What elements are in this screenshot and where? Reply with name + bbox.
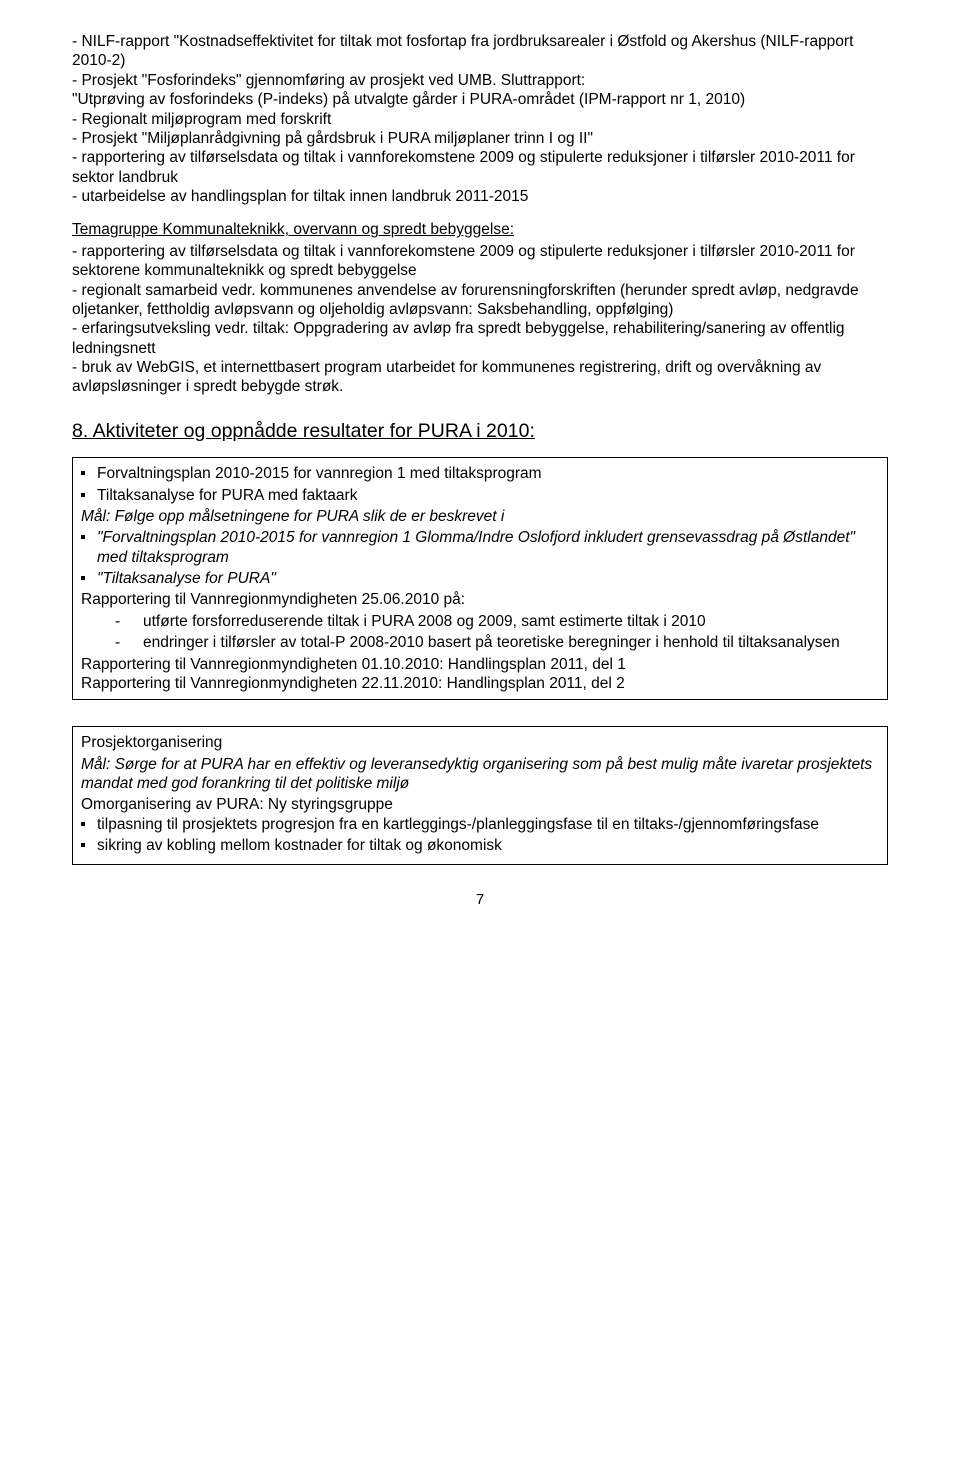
dash-item: utførte forsforreduserende tiltak i PURA…: [115, 612, 879, 631]
text-line: - rapportering av tilførselsdata og tilt…: [72, 148, 888, 187]
box-title: Prosjektorganisering: [81, 733, 879, 752]
report-entry: Rapportering til Vannregionmyndigheten 0…: [81, 655, 879, 674]
document-page: - NILF-rapport "Kostnadseffektivitet for…: [0, 0, 960, 949]
report-entry: Rapportering til Vannregionmyndigheten 2…: [81, 674, 879, 693]
text-line: - erfaringsutveksling vedr. tiltak: Oppg…: [72, 319, 888, 358]
bullet-item: sikring av kobling mellom kostnader for …: [81, 836, 879, 855]
top-paragraph: - NILF-rapport "Kostnadseffektivitet for…: [72, 32, 888, 206]
box1-goal-bullets: "Forvaltningsplan 2010-2015 for vannregi…: [81, 528, 879, 588]
text-line: - bruk av WebGIS, et internettbasert pro…: [72, 358, 888, 397]
box2-bullets: tilpasning til prosjektets progresjon fr…: [81, 815, 879, 856]
report-line: Rapportering til Vannregionmyndigheten 2…: [81, 590, 879, 609]
bullet-item: "Forvaltningsplan 2010-2015 for vannregi…: [81, 528, 879, 567]
goal-line: Mål: Følge opp målsetningene for PURA sl…: [81, 507, 879, 526]
bullet-item: "Tiltaksanalyse for PURA": [81, 569, 879, 588]
text-line: - Prosjekt "Miljøplanrådgivning på gårds…: [72, 129, 888, 148]
dash-list: utførte forsforreduserende tiltak i PURA…: [115, 612, 879, 653]
text-line: - Regionalt miljøprogram med forskrift: [72, 110, 888, 129]
text-line: - rapportering av tilførselsdata og tilt…: [72, 242, 888, 281]
text-line: - regionalt samarbeid vedr. kommunenes a…: [72, 281, 888, 320]
tema-paragraph: - rapportering av tilførselsdata og tilt…: [72, 242, 888, 397]
content-box-2: Prosjektorganisering Mål: Sørge for at P…: [72, 726, 888, 864]
text-line: - Prosjekt "Fosforindeks" gjennomføring …: [72, 71, 888, 90]
section-heading-text: 8. Aktiviteter og oppnådde resultater fo…: [72, 420, 535, 442]
goal-text: Mål: Sørge for at PURA har en effektiv o…: [81, 755, 879, 794]
bullet-item: Forvaltningsplan 2010-2015 for vannregio…: [81, 464, 879, 483]
page-number: 7: [72, 891, 888, 910]
text-line: - NILF-rapport "Kostnadseffektivitet for…: [72, 32, 888, 71]
section-heading: 8. Aktiviteter og oppnådde resultater fo…: [72, 419, 888, 443]
text-line: "Utprøving av fosforindeks (P-indeks) på…: [72, 90, 888, 109]
content-box-1: Forvaltningsplan 2010-2015 for vannregio…: [72, 457, 888, 700]
box1-top-bullets: Forvaltningsplan 2010-2015 for vannregio…: [81, 464, 879, 505]
dash-item: endringer i tilførsler av total-P 2008-2…: [115, 633, 879, 652]
text-line: - utarbeidelse av handlingsplan for tilt…: [72, 187, 888, 206]
subsection-title: Temagruppe Kommunalteknikk, overvann og …: [72, 220, 888, 239]
bullet-item: Tiltaksanalyse for PURA med faktaark: [81, 486, 879, 505]
text-line: Omorganisering av PURA: Ny styringsgrupp…: [81, 795, 879, 814]
bullet-item: tilpasning til prosjektets progresjon fr…: [81, 815, 879, 834]
